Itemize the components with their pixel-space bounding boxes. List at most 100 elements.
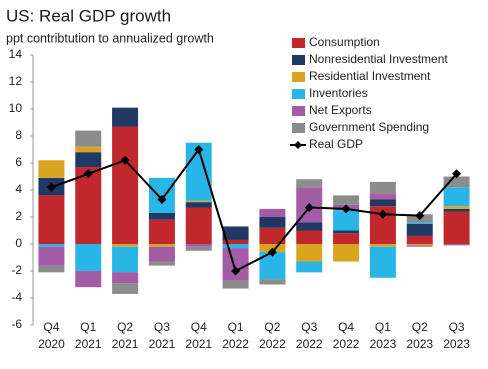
legend-label: Real GDP: [309, 137, 363, 151]
x-tick-label: 2021: [149, 337, 176, 351]
x-tick-label: 2021: [112, 337, 139, 351]
bar-segment: [185, 244, 212, 247]
y-tick-label: 14: [9, 47, 23, 61]
gdp-marker: [452, 169, 462, 179]
gdp-marker: [231, 266, 241, 276]
bar-segment: [369, 199, 396, 207]
x-tick-label: Q1: [80, 320, 96, 334]
x-tick-label: Q2: [264, 320, 280, 334]
x-tick-label: Q4: [191, 320, 207, 334]
y-tick-label: 12: [9, 74, 23, 88]
bar-segment: [406, 223, 433, 236]
y-tick-label: 6: [15, 155, 22, 169]
legend-label: Inventories: [309, 86, 368, 100]
bar-segment: [148, 244, 175, 247]
bar-segment: [296, 230, 323, 244]
bar-segment: [222, 239, 249, 244]
bar-segment: [443, 208, 470, 212]
chart-subtitle: ppt contribtution to annualized growth: [6, 31, 214, 45]
bar-segment: [259, 217, 286, 228]
legend-label: Residential Investment: [309, 69, 431, 83]
legend-label: Net Exports: [309, 103, 372, 117]
bar-segment: [112, 246, 139, 273]
bar-segment: [148, 261, 175, 266]
gdp-marker: [83, 169, 93, 179]
legend-label: Consumption: [309, 35, 380, 49]
bar-segment: [333, 195, 360, 205]
bar-segment: [38, 160, 65, 178]
bar-segment: [222, 280, 249, 289]
y-tick-label: 0: [15, 236, 22, 250]
legend-swatch: [292, 72, 305, 82]
chart-title: US: Real GDP growth: [6, 6, 171, 25]
bar-segment: [296, 222, 323, 231]
bar-segment: [75, 130, 102, 147]
legend-label: Nonresidential Investment: [309, 52, 448, 66]
bar-segment: [296, 179, 323, 188]
x-tick-label: Q3: [301, 320, 317, 334]
bar-segment: [38, 246, 65, 266]
legend-swatch: [292, 55, 305, 65]
bar-segment: [38, 195, 65, 244]
gdp-marker: [46, 182, 56, 192]
x-tick-label: 2022: [222, 337, 249, 351]
bar-segment: [185, 207, 212, 244]
bar-segment: [406, 245, 433, 247]
bar-segment: [406, 244, 433, 246]
bar-segment: [333, 233, 360, 244]
x-tick-label: Q1: [375, 320, 391, 334]
bar-segment: [333, 244, 360, 262]
x-tick-label: 2021: [75, 337, 102, 351]
bar-segment: [112, 126, 139, 244]
legend-swatch: [292, 106, 305, 116]
x-tick-label: Q3: [449, 320, 465, 334]
bar-segment: [369, 244, 396, 247]
gdp-marker: [157, 194, 167, 204]
y-tick-label: 4: [15, 182, 22, 196]
y-tick-label: 10: [9, 101, 23, 115]
legend-marker: [294, 141, 302, 149]
bar-segment: [75, 271, 102, 288]
bar-segment: [222, 226, 249, 240]
gdp-marker: [194, 145, 204, 154]
gdp-marker: [378, 209, 388, 219]
gdp-marker: [415, 211, 425, 221]
bar-segment: [406, 222, 433, 224]
bar-segment: [443, 206, 470, 209]
bar-segment: [75, 244, 102, 271]
y-tick-label: 2: [15, 209, 22, 223]
bar-segment: [259, 227, 286, 244]
gdp-marker: [341, 204, 351, 214]
legend-swatch: [292, 123, 305, 133]
bar-segment: [75, 167, 102, 244]
x-tick-label: 2020: [38, 337, 65, 351]
x-tick-label: Q4: [43, 320, 59, 334]
bar-segment: [369, 246, 396, 278]
x-tick-label: 2023: [370, 337, 397, 351]
bar-segment: [443, 187, 470, 207]
bar-segment: [222, 248, 249, 281]
x-tick-label: Q2: [117, 320, 133, 334]
legend-swatch: [292, 38, 305, 48]
y-tick-label: -4: [11, 290, 22, 304]
x-tick-label: 2021: [185, 337, 212, 351]
x-tick-label: 2023: [406, 337, 433, 351]
bar-segment: [185, 246, 212, 251]
gdp-line: [51, 147, 458, 273]
bar-segment: [296, 261, 323, 273]
x-tick-label: 2022: [259, 337, 286, 351]
x-tick-label: Q3: [154, 320, 170, 334]
bar-segment: [75, 146, 102, 153]
bar-segment: [112, 283, 139, 294]
bar-segment: [38, 244, 65, 247]
gdp-marker: [304, 203, 314, 213]
legend-swatch: [292, 89, 305, 99]
bar-segment: [38, 265, 65, 273]
bar-segment: [148, 219, 175, 244]
y-tick-label: -2: [11, 263, 22, 277]
x-tick-label: Q1: [228, 320, 244, 334]
x-tick-label: 2022: [333, 337, 360, 351]
y-tick-label: 8: [15, 128, 22, 142]
gdp-marker: [267, 247, 277, 257]
